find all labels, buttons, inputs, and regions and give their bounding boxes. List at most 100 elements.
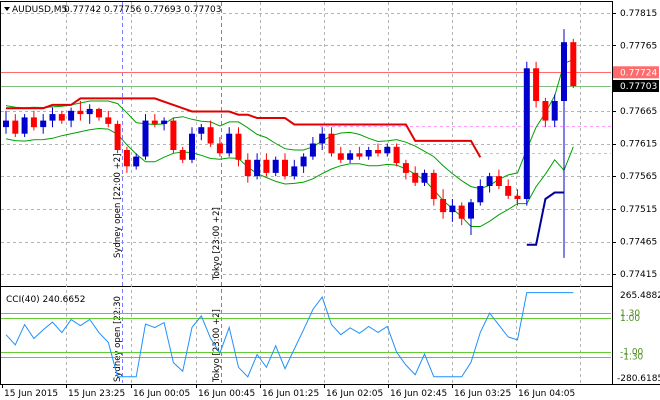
- cci-line: [5, 292, 574, 378]
- candle-body: [282, 159, 288, 177]
- session-separators: Sydney open [22:00 +2] Sydney open [22:30…: [113, 2, 222, 383]
- cci-title: CCI(40) 240.6652: [6, 295, 86, 305]
- candle-body: [12, 120, 19, 134]
- price-label: 0.77415: [620, 270, 657, 280]
- session-label: Sydney open [22:00 +2]: [113, 154, 123, 258]
- price-label: 0.77565: [620, 172, 657, 182]
- candle-body: [68, 110, 75, 121]
- candle-body: [440, 199, 447, 213]
- bid-price-box: [613, 80, 659, 92]
- candle-body: [263, 159, 270, 173]
- candle-body: [77, 110, 84, 115]
- candle-body: [356, 153, 363, 157]
- cci-min-label: -280.6185: [617, 374, 660, 384]
- candle-body: [207, 127, 214, 144]
- price-label: 0.77615: [620, 140, 657, 150]
- candle-body: [309, 143, 316, 157]
- candle-body: [412, 172, 419, 183]
- time-label: 16 Jun 01:25: [262, 389, 319, 399]
- time-axis: 15 Jun 2015 15 Jun 23:25 16 Jun 00:05 16 Ju…: [2, 384, 575, 399]
- cci-level-label: 1.30: [620, 309, 640, 319]
- candle-body: [393, 146, 400, 164]
- candle-body: [468, 202, 474, 219]
- cci-level-label: -1.00: [620, 348, 644, 358]
- candle-body: [514, 195, 521, 200]
- candlestick-series: [3, 29, 577, 258]
- cci-level-label: -1.30: [620, 353, 644, 363]
- candle-body: [161, 120, 168, 124]
- candle-body: [254, 159, 261, 177]
- price-label: 0.77815: [620, 9, 657, 19]
- candle-body: [40, 120, 47, 128]
- chart-menu-icon[interactable]: [4, 7, 10, 11]
- price-label: 0.77465: [620, 238, 657, 248]
- cci-max-label: 265.4882: [620, 291, 660, 301]
- trend-stop-line: [6, 97, 482, 158]
- candle-body: [189, 133, 195, 160]
- candle-body: [300, 156, 307, 167]
- session-label-cci: Tokyo [23:00 +2]: [212, 309, 222, 383]
- candle-body: [49, 114, 56, 121]
- price-label: 0.77665: [620, 107, 657, 117]
- time-label: 15 Jun 2015: [4, 389, 58, 399]
- price-label: 0.77703: [620, 82, 657, 92]
- candle-body: [561, 42, 567, 101]
- candle-body: [226, 133, 233, 154]
- time-label: 16 Jun 02:45: [390, 389, 447, 399]
- candle-body: [421, 172, 428, 183]
- candle-body: [533, 68, 540, 101]
- candle-body: [291, 166, 298, 177]
- candle-body: [58, 114, 65, 121]
- candle-body: [151, 120, 158, 124]
- candle-body: [114, 123, 121, 150]
- price-label: 0.77515: [620, 205, 657, 215]
- candle-body: [133, 156, 140, 167]
- ask-price-box: [613, 66, 659, 79]
- candle-body: [375, 150, 381, 154]
- candle-body: [179, 150, 186, 160]
- candle-body: [142, 120, 149, 157]
- time-label: 16 Jun 00:05: [133, 389, 190, 399]
- candle-body: [244, 159, 251, 177]
- price-label: 0.77765: [620, 42, 657, 52]
- ohlc-readout: 0.77742 0.77756 0.77693 0.77703: [64, 5, 221, 15]
- candle-body: [365, 150, 372, 157]
- candle-body: [105, 117, 112, 124]
- cci-indicator: 265.4882 1.301.00 -1.00-1.30 -280.6185: [1, 291, 660, 384]
- symbol-timeframe-label: AUDUSD,M5: [12, 5, 67, 15]
- candle-body: [505, 186, 512, 196]
- candle-body: [430, 172, 437, 199]
- candle-body: [449, 205, 456, 213]
- time-label: 15 Jun 23:25: [68, 389, 125, 399]
- candle-body: [235, 133, 242, 160]
- price-label: 0.77724: [620, 68, 657, 78]
- candle-body: [402, 163, 409, 173]
- candle-body: [86, 108, 93, 115]
- candle-body: [477, 186, 484, 203]
- candle-body: [570, 42, 577, 86]
- time-label: 16 Jun 00:45: [198, 389, 255, 399]
- candle-body: [337, 153, 344, 160]
- time-label: 16 Jun 03:25: [454, 389, 511, 399]
- candle-body: [216, 143, 223, 154]
- candle-body: [486, 176, 493, 186]
- candle-body: [21, 117, 28, 134]
- candle-body: [523, 68, 530, 199]
- envelope-indicator: [1, 58, 611, 246]
- candle-body: [123, 150, 130, 167]
- candle-body: [319, 133, 326, 144]
- candle-body: [384, 146, 391, 154]
- candle-body: [551, 101, 558, 121]
- envelope-lower: [5, 127, 574, 227]
- price-axis: 0.77815 0.77765 0.77724 0.77703 0.77665 0.776…: [612, 9, 659, 280]
- candle-body: [347, 153, 354, 160]
- candle-body: [542, 101, 549, 121]
- session-label: Tokyo [23:00 +2]: [212, 207, 222, 281]
- candle-body: [30, 117, 37, 128]
- time-label: 16 Jun 04:05: [518, 389, 575, 399]
- support-stop-line: [526, 191, 564, 246]
- candle-body: [198, 127, 205, 134]
